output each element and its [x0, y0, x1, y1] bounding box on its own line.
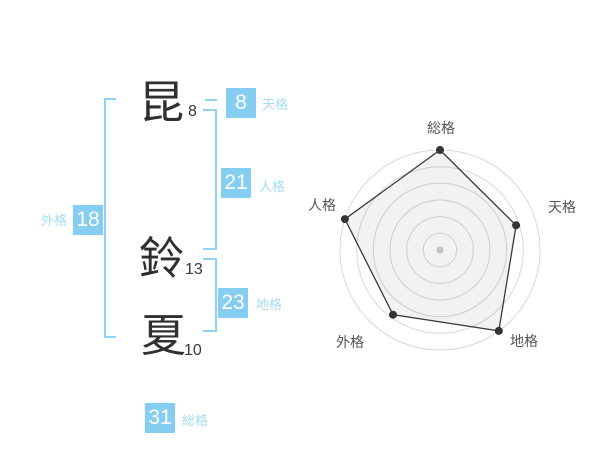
given-char-2-strokes: 10 [184, 342, 202, 359]
given-char-1: 鈴 [139, 233, 185, 284]
gaikaku-bracket [104, 98, 116, 338]
surname-char-1: 昆 [139, 77, 185, 128]
soukaku-value-box: 31 [145, 403, 175, 433]
radar-axis-label-jinkaku: 人格 [308, 197, 336, 213]
soukaku-label: 総格 [182, 413, 209, 428]
jinkaku-bracket [203, 109, 217, 250]
chikaku-value-box: 23 [218, 288, 248, 318]
jinkaku-label: 人格 [259, 179, 286, 194]
given-char-1-strokes: 13 [185, 261, 203, 278]
chikaku-bracket [203, 258, 217, 332]
radar-axis-label-chikaku: 地格 [510, 333, 538, 349]
radar-axis-label-soukaku: 総格 [427, 120, 455, 136]
radar-axis-label-gaikaku: 外格 [336, 334, 364, 350]
tenkaku-value-box: 8 [226, 88, 256, 118]
given-char-2: 夏 [141, 310, 187, 361]
tenkaku-bracket [205, 99, 217, 101]
gaikaku-label: 外格 [41, 213, 68, 228]
surname-char-1-strokes: 8 [188, 103, 197, 120]
radar-axis-label-tenkaku: 天格 [548, 199, 576, 215]
gaikaku-value-box: 18 [73, 205, 103, 235]
tenkaku-label: 天格 [262, 97, 289, 112]
jinkaku-value-box: 21 [221, 168, 251, 198]
chikaku-label: 地格 [256, 297, 283, 312]
radar-chart [339, 146, 541, 351]
